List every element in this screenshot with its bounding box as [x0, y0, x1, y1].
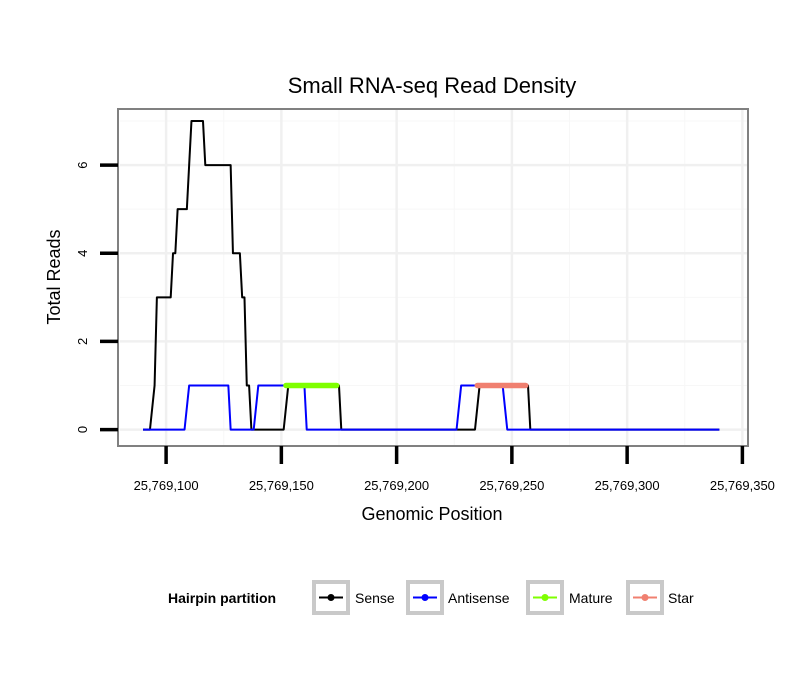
y-axis-title: Total Reads [44, 229, 64, 324]
legend-label-antisense: Antisense [448, 590, 510, 606]
x-axis-title: Genomic Position [361, 504, 502, 524]
legend-key-point [327, 594, 335, 601]
legend-label-mature: Mature [569, 590, 613, 606]
legend-title: Hairpin partition [168, 590, 276, 606]
legend: Hairpin partition Sense Antisense Mature St… [168, 580, 694, 615]
legend-key-point [541, 594, 549, 601]
plot-panel [117, 108, 749, 447]
series-layer [143, 120, 720, 431]
y-tick-label: 4 [75, 250, 90, 257]
chart-title: Small RNA-seq Read Density [288, 73, 577, 98]
x-axis: 25,769,100 25,769,150 25,769,200 25,769,250… [134, 446, 775, 493]
x-tick-label: 25,769,100 [134, 478, 199, 493]
legend-key-point [641, 594, 649, 601]
x-tick-label: 25,769,350 [710, 478, 775, 493]
x-tick-label: 25,769,300 [595, 478, 660, 493]
y-tick-label: 2 [75, 338, 90, 345]
legend-label-star: Star [668, 590, 694, 606]
legend-key-point [421, 594, 429, 601]
legend-label-sense: Sense [355, 590, 395, 606]
series-line-sense [143, 120, 720, 431]
y-tick-label: 0 [75, 426, 90, 433]
x-tick-label: 25,769,150 [249, 478, 314, 493]
x-tick-label: 25,769,250 [479, 478, 544, 493]
x-tick-label: 25,769,200 [364, 478, 429, 493]
y-axis: 0 2 4 6 [75, 161, 118, 433]
y-tick-label: 6 [75, 161, 90, 168]
